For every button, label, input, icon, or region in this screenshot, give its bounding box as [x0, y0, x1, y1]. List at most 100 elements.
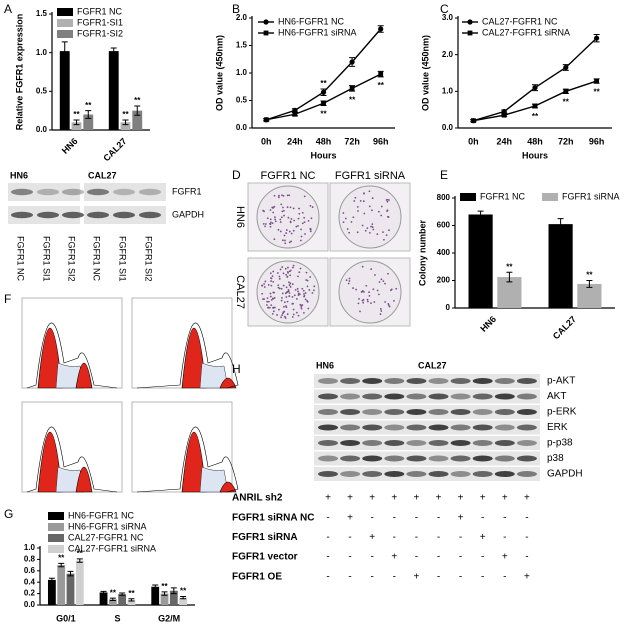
panel-label: G: [4, 507, 13, 521]
colony: [294, 288, 297, 291]
blot-band: [516, 424, 537, 431]
treatment-sign: -: [481, 571, 484, 582]
colony: [371, 197, 374, 200]
legend-label: FGFR1-SI1: [77, 17, 123, 27]
treatment-sign: +: [436, 493, 442, 504]
colony: [297, 290, 299, 293]
x-tick-label: 96h: [373, 136, 389, 146]
colony: [266, 304, 268, 306]
x-tick-label: 72h: [344, 136, 360, 146]
y-axis-label: Relative FGFR1 expression: [14, 14, 24, 131]
colony: [273, 194, 276, 197]
colony: [370, 302, 372, 305]
blot-band: [362, 440, 383, 446]
significance-mark: **: [320, 110, 327, 119]
colony: [301, 287, 304, 290]
treatment-label: FGFR1 siRNA: [232, 532, 298, 543]
error-bar: [180, 595, 187, 600]
colony: [285, 306, 288, 309]
panel-label: C: [440, 2, 449, 16]
colony: [300, 307, 303, 310]
colony: [279, 221, 282, 223]
blot-band: [384, 393, 405, 400]
colony: [312, 289, 315, 292]
colony: [297, 292, 300, 295]
bar: [75, 560, 84, 605]
significance-mark: **: [134, 96, 141, 105]
legend-label: HN6-FGFR1 NC: [68, 510, 135, 520]
blot-band: [362, 393, 383, 400]
colony: [379, 313, 382, 316]
treatment-sign: +: [502, 493, 508, 504]
colony: [288, 194, 291, 197]
x-tick-label: 72h: [558, 136, 574, 146]
lane-label: FGFR1 SI2: [144, 236, 154, 282]
blot-band: [450, 440, 471, 446]
blot-band: [516, 378, 537, 384]
colony: [371, 209, 373, 212]
bar: [132, 110, 143, 130]
colony: [376, 233, 379, 236]
treatment-sign: -: [393, 532, 396, 543]
colony: [277, 196, 280, 199]
colony: [372, 228, 375, 231]
legend-marker: [467, 30, 473, 36]
colony: [280, 316, 283, 319]
colony: [364, 229, 367, 232]
colony: [269, 225, 272, 228]
colony: [262, 222, 265, 225]
colony: [361, 290, 364, 292]
colony: [285, 286, 288, 289]
blot-band: [384, 440, 405, 446]
blot-band: [384, 455, 405, 462]
blot-band: [113, 188, 135, 196]
bar: [99, 592, 108, 605]
colony: [283, 315, 286, 318]
blot-band: [37, 211, 59, 219]
treatment-sign: +: [347, 512, 353, 523]
panel-label: E: [440, 168, 448, 182]
y-tick-label: 800: [437, 193, 451, 202]
panel-label: H: [232, 362, 241, 376]
significance-mark: **: [320, 79, 327, 88]
colony: [308, 289, 311, 291]
y-tick-label: 0.2: [24, 589, 36, 598]
colony: [282, 206, 284, 209]
error-bar: [586, 280, 593, 288]
x-tick-label: CAL27: [101, 136, 128, 163]
blot-band: [340, 440, 361, 446]
colony: [363, 192, 365, 195]
colony: [284, 242, 287, 245]
colony: [269, 223, 272, 226]
colony: [306, 279, 309, 282]
colony: [292, 313, 295, 316]
significance-mark: **: [349, 95, 356, 104]
legend-swatch: [48, 512, 64, 520]
y-tick-label: 2.0: [442, 50, 454, 59]
legend-swatch: [57, 8, 73, 16]
y-tick-label: 0.5: [236, 96, 248, 105]
blot-band: [494, 378, 515, 384]
blot-band: [340, 378, 361, 384]
colony: [289, 269, 292, 272]
blot-band: [139, 211, 161, 219]
colony: [305, 271, 308, 274]
y-tick-label: 3.0: [442, 13, 454, 22]
band-label: GAPDH: [547, 469, 583, 480]
blot-band: [406, 393, 427, 400]
colony: [276, 314, 278, 316]
significance-mark: **: [161, 582, 168, 591]
colony: [273, 205, 276, 208]
colony: [353, 200, 356, 202]
histogram-outline: [26, 426, 118, 493]
colony: [379, 308, 382, 310]
colony: [348, 277, 351, 280]
g2-peak: [75, 363, 93, 389]
colony: [289, 220, 292, 223]
marker: [471, 118, 476, 124]
error-bar: [477, 210, 484, 219]
y-axis-label: OD value (450nm): [214, 35, 224, 111]
treatment-sign: +: [391, 493, 397, 504]
blot-strip: [314, 420, 540, 435]
colony: [304, 292, 307, 294]
